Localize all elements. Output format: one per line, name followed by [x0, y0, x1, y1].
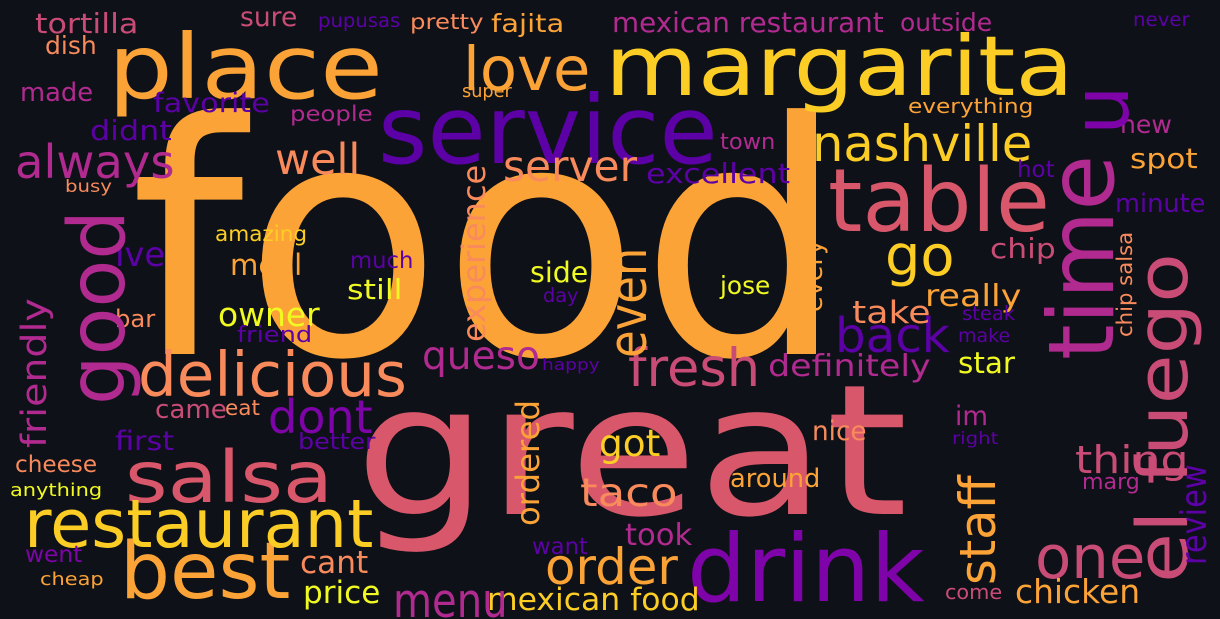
- word-order: order: [545, 538, 678, 597]
- word-service: service: [378, 75, 718, 186]
- word-came: came: [155, 395, 227, 426]
- word-new: new: [1120, 109, 1172, 139]
- word-amazing: amazing: [215, 221, 308, 247]
- word-experience: experience: [455, 164, 493, 342]
- word-good: good: [51, 209, 143, 405]
- word-great: great: [355, 345, 908, 558]
- word-definitely: definitely: [768, 349, 931, 385]
- word-really: really: [925, 279, 1022, 315]
- word-nashville: nashville: [812, 115, 1033, 174]
- word-friend: friend: [237, 322, 313, 349]
- word-didnt: didnt: [90, 113, 172, 147]
- word-mexican-restaurant: mexican restaurant: [612, 6, 884, 40]
- word-delicious: delicious: [138, 340, 407, 412]
- word-ordered: ordered: [508, 399, 547, 526]
- word-come: come: [945, 580, 1003, 605]
- word-marg: marg: [1082, 468, 1140, 495]
- word-spot: spot: [1130, 144, 1198, 176]
- word-outside: outside: [900, 8, 993, 37]
- word-thing: thing: [1075, 437, 1189, 483]
- word-got: got: [599, 420, 661, 465]
- word-ive: ive: [115, 235, 166, 275]
- word-salsa: salsa: [125, 436, 333, 520]
- word-sure: sure: [240, 2, 298, 34]
- word-food: food: [130, 55, 846, 432]
- word-place: place: [108, 15, 383, 120]
- word-always: always: [15, 135, 175, 190]
- word-people: people: [290, 101, 373, 127]
- word-every: every: [798, 239, 829, 312]
- word-chip-salsa: chip salsa: [1113, 231, 1138, 337]
- word-took: took: [625, 517, 693, 553]
- word-staff: staff: [948, 475, 1007, 585]
- word-table: table: [828, 149, 1050, 252]
- word-taco: taco: [580, 470, 678, 517]
- word-queso: queso: [422, 333, 540, 379]
- word-cheap: cheap: [40, 568, 104, 590]
- word-make: make: [958, 324, 1011, 347]
- word-mexican-food: mexican food: [487, 582, 700, 619]
- word-anything: anything: [10, 479, 103, 501]
- word-tortilla: tortilla: [35, 6, 139, 40]
- word-first: first: [115, 427, 175, 458]
- word-excellent: excellent: [646, 156, 791, 190]
- word-nice: nice: [812, 417, 867, 448]
- word-friendly: friendly: [15, 298, 55, 448]
- word-well: well: [275, 134, 361, 185]
- word-server: server: [503, 142, 637, 192]
- word-favorite: favorite: [153, 89, 270, 120]
- word-jose: jose: [720, 271, 771, 301]
- word-right: right: [952, 428, 999, 449]
- word-around: around: [730, 463, 821, 494]
- word-review: review: [1173, 464, 1215, 565]
- word-minute: minute: [1115, 187, 1206, 218]
- word-dish: dish: [45, 31, 97, 60]
- word-went: went: [25, 541, 83, 569]
- word-menu: menu: [393, 573, 508, 619]
- word-fresh: fresh: [628, 337, 761, 399]
- word-even: even: [597, 247, 659, 358]
- word-fajita: fajita: [491, 9, 565, 38]
- word-steak: steak: [962, 301, 1016, 325]
- word-everything: everything: [908, 93, 1034, 118]
- word-go: go: [885, 224, 955, 290]
- word-u: u: [1055, 85, 1147, 135]
- word-busy: busy: [65, 176, 112, 197]
- word-pupusas: pupusas: [318, 8, 401, 32]
- word-best: best: [120, 524, 291, 617]
- word-pretty: pretty: [410, 9, 484, 35]
- word-side: side: [530, 256, 589, 290]
- word-chicken: chicken: [1015, 571, 1141, 611]
- word-eat: eat: [225, 396, 260, 422]
- word-want: want: [532, 533, 588, 560]
- word-dont: dont: [268, 389, 373, 444]
- word-hot: hot: [1017, 156, 1055, 183]
- word-star: star: [958, 345, 1015, 380]
- word-one: one: [1035, 522, 1146, 592]
- word-still: still: [347, 272, 403, 306]
- word-never: never: [1133, 7, 1190, 31]
- word-bar: bar: [115, 303, 156, 333]
- word-cheese: cheese: [15, 452, 98, 479]
- word-restaurant: restaurant: [24, 484, 374, 563]
- word-chip: chip: [990, 234, 1056, 266]
- word-happy: happy: [542, 354, 600, 374]
- word-cant: cant: [300, 545, 369, 582]
- word-meal: meal: [230, 247, 303, 282]
- word-price: price: [303, 575, 381, 612]
- word-drink: drink: [687, 515, 925, 619]
- word-super: super: [462, 81, 512, 102]
- word-margarita: margarita: [605, 17, 1074, 115]
- word-day: day: [543, 284, 579, 308]
- word-better: better: [298, 429, 376, 456]
- word-made: made: [20, 78, 94, 109]
- word-town: town: [720, 128, 776, 155]
- word-im: im: [955, 402, 988, 433]
- word-love: love: [463, 34, 591, 105]
- word-much: much: [350, 248, 414, 275]
- word-take: take: [852, 295, 931, 332]
- word-back: back: [835, 308, 950, 365]
- word-owner: owner: [218, 294, 320, 334]
